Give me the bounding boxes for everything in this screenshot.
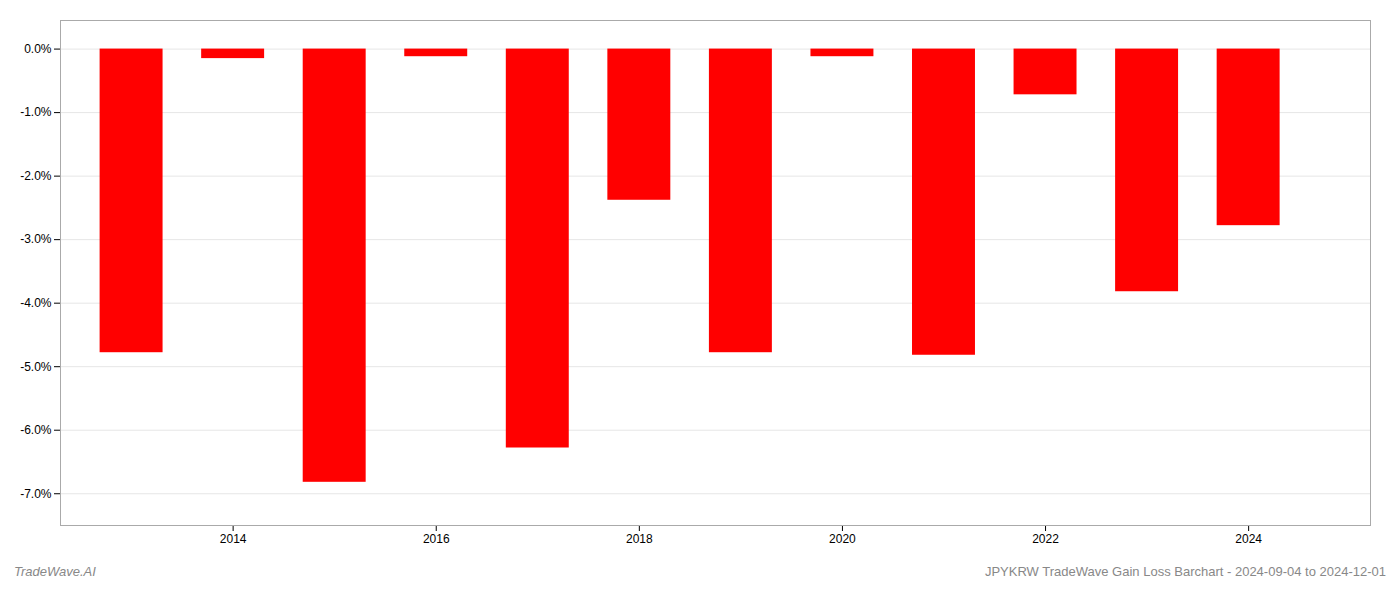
svg-text:2024: 2024 (1235, 532, 1262, 546)
html-text:TradeWave.AI: TradeWave.AI (14, 564, 96, 579)
svg-text:2014: 2014 (220, 532, 247, 546)
svg-text:-2.0%: -2.0% (20, 169, 52, 183)
svg-text:0.0%: 0.0% (24, 42, 52, 56)
svg-text:2016: 2016 (423, 532, 450, 546)
svg-text:-3.0%: -3.0% (20, 232, 52, 246)
svg-text:2018: 2018 (626, 532, 653, 546)
svg-text:-5.0%: -5.0% (20, 360, 52, 374)
html-text:JPYKRW TradeWave Gain Loss Bar: JPYKRW TradeWave Gain Loss Barchart - 20… (985, 564, 1386, 579)
svg-text:2022: 2022 (1032, 532, 1059, 546)
svg-text:2020: 2020 (829, 532, 856, 546)
svg-text:-7.0%: -7.0% (20, 487, 52, 501)
svg-text:-6.0%: -6.0% (20, 423, 52, 437)
svg-text:-1.0%: -1.0% (20, 105, 52, 119)
svg-text:-4.0%: -4.0% (20, 296, 52, 310)
